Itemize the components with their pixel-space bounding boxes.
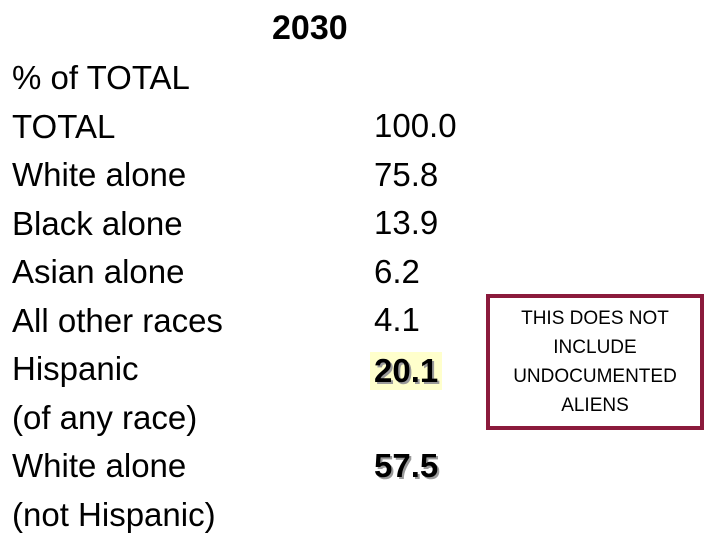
value-blank-row — [374, 393, 457, 442]
label-all-other-races: All other races — [12, 301, 223, 339]
label-white-alone-non-hispanic: White alone — [12, 447, 187, 484]
label-asian-alone: Asian alone — [12, 253, 185, 290]
year-heading: 2030 — [272, 9, 348, 47]
label-of-any-race: (of any race) — [12, 398, 198, 436]
value-black-alone: 13.9 — [374, 204, 439, 241]
value-all-other-races: 4.1 — [374, 301, 420, 338]
value-total: 100.0 — [374, 107, 457, 144]
label-percent-of-total: % of TOTAL — [12, 59, 190, 96]
label-black-alone: Black alone — [12, 204, 183, 242]
value-hispanic: 20.1 — [370, 351, 443, 390]
label-not-hispanic: (not Hispanic) — [12, 495, 216, 533]
value-white-not-hispanic: 57.5 — [374, 446, 439, 484]
value-white-alone: 75.8 — [374, 155, 439, 193]
label-white-alone: White alone — [12, 156, 187, 193]
value-asian-alone: 6.2 — [374, 252, 420, 290]
value-white-not-hispanic-row: 57.5 — [374, 442, 457, 491]
note-box: THIS DOES NOT INCLUDE UNDOCUMENTED ALIEN… — [486, 294, 704, 430]
value-hispanic-row: 20.1 — [370, 345, 457, 394]
row-labels: % of TOTAL TOTAL White alone Black alone… — [12, 54, 223, 539]
label-hispanic: Hispanic — [12, 350, 139, 387]
note-text: THIS DOES NOT INCLUDE UNDOCUMENTED ALIEN… — [513, 308, 677, 416]
row-values: 100.0 75.8 13.9 6.2 4.1 20.1 57.5 — [370, 102, 457, 491]
label-total: TOTAL — [12, 107, 116, 145]
